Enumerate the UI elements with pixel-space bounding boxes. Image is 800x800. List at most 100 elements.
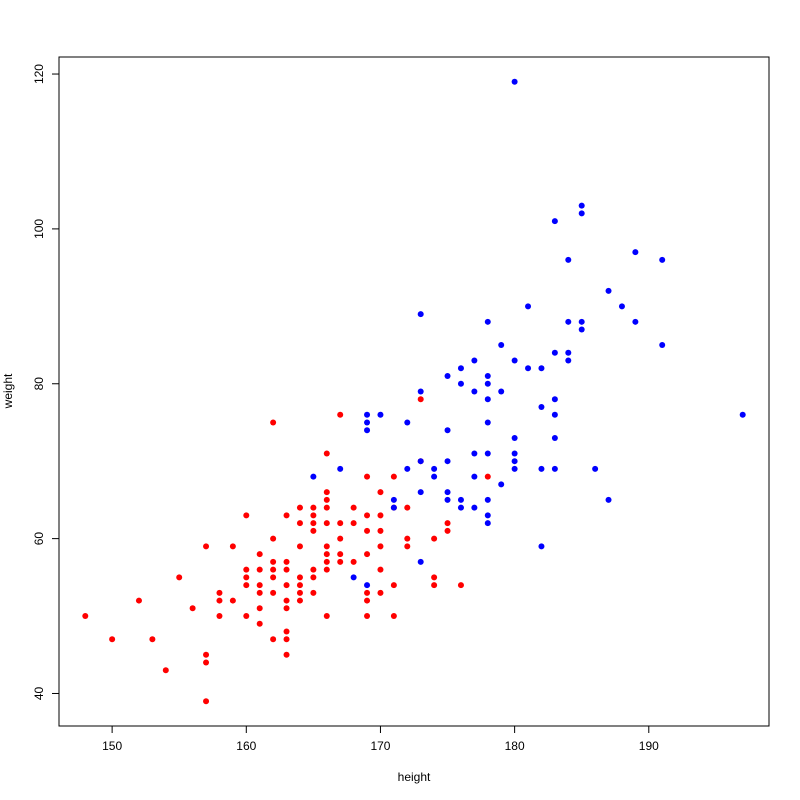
point — [484, 380, 491, 387]
point — [457, 365, 464, 372]
point — [310, 512, 317, 519]
point — [256, 589, 263, 596]
y-tick-label: 120 — [32, 64, 46, 84]
point — [323, 489, 330, 496]
point — [538, 403, 545, 410]
point — [390, 496, 397, 503]
point — [310, 504, 317, 511]
point — [270, 535, 277, 542]
point — [618, 303, 625, 310]
point — [364, 613, 371, 620]
point — [551, 434, 558, 441]
point — [431, 582, 438, 589]
point — [457, 582, 464, 589]
point — [323, 496, 330, 503]
point — [444, 458, 451, 465]
point — [310, 589, 317, 596]
point — [498, 481, 505, 488]
x-tick-label: 180 — [505, 739, 525, 753]
point — [659, 256, 666, 263]
point — [203, 698, 210, 705]
point — [471, 504, 478, 511]
point — [471, 357, 478, 364]
point — [404, 465, 411, 472]
point — [605, 287, 612, 294]
point — [364, 582, 371, 589]
point — [283, 512, 290, 519]
point — [511, 434, 518, 441]
point — [511, 458, 518, 465]
point — [578, 326, 585, 333]
plot-frame — [58, 56, 770, 727]
point — [565, 349, 572, 356]
point — [323, 613, 330, 620]
point — [162, 667, 169, 674]
point — [364, 589, 371, 596]
point — [337, 558, 344, 565]
point — [511, 357, 518, 364]
y-tick-label: 40 — [32, 686, 46, 700]
point — [417, 558, 424, 565]
point — [364, 512, 371, 519]
point — [390, 473, 397, 480]
point — [484, 373, 491, 380]
point — [256, 620, 263, 627]
point — [471, 473, 478, 480]
point — [310, 566, 317, 573]
point — [149, 636, 156, 643]
point — [431, 473, 438, 480]
point — [404, 543, 411, 550]
point — [551, 396, 558, 403]
point — [243, 512, 250, 519]
point — [296, 520, 303, 527]
point — [364, 551, 371, 558]
x-tick-label: 150 — [102, 739, 122, 753]
point — [310, 527, 317, 534]
point — [538, 543, 545, 550]
point — [444, 373, 451, 380]
point — [296, 582, 303, 589]
point — [417, 489, 424, 496]
point — [243, 613, 250, 620]
point — [377, 589, 384, 596]
point — [457, 496, 464, 503]
point — [484, 512, 491, 519]
point — [404, 419, 411, 426]
point — [632, 318, 639, 325]
point — [484, 496, 491, 503]
point — [551, 411, 558, 418]
point — [323, 520, 330, 527]
point — [511, 465, 518, 472]
point — [565, 357, 572, 364]
point — [323, 504, 330, 511]
x-tick-label: 190 — [639, 739, 659, 753]
point — [216, 597, 223, 604]
point — [484, 520, 491, 527]
point — [337, 551, 344, 558]
point — [417, 311, 424, 318]
point — [216, 589, 223, 596]
point — [457, 504, 464, 511]
point — [444, 527, 451, 534]
point — [364, 427, 371, 434]
point — [511, 450, 518, 457]
point — [364, 597, 371, 604]
point — [578, 318, 585, 325]
point — [243, 582, 250, 589]
y-tick-label: 80 — [32, 377, 46, 391]
point — [283, 651, 290, 658]
point — [377, 411, 384, 418]
point — [364, 419, 371, 426]
point — [203, 543, 210, 550]
point — [283, 628, 290, 635]
point — [203, 659, 210, 666]
point — [256, 582, 263, 589]
point — [296, 597, 303, 604]
point — [310, 574, 317, 581]
point — [578, 210, 585, 217]
point — [538, 465, 545, 472]
point — [229, 597, 236, 604]
point — [243, 566, 250, 573]
x-tick-label: 160 — [236, 739, 256, 753]
point — [431, 465, 438, 472]
